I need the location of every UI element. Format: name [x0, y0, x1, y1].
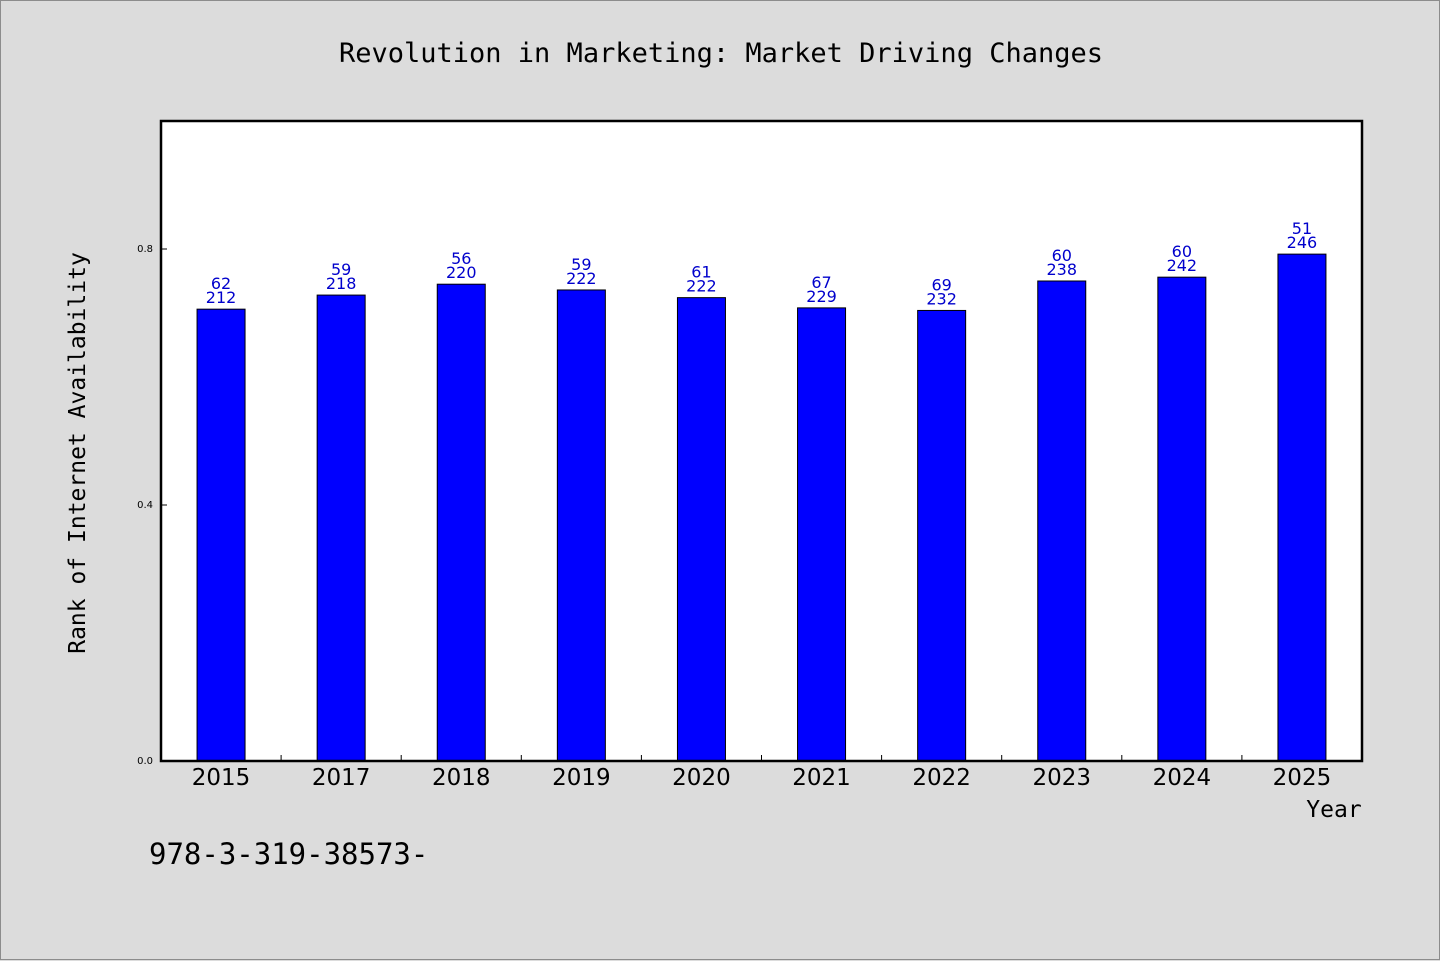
x-tick-label-2022: 2022 [912, 765, 971, 791]
data-label-bottom-2020: 222 [686, 277, 717, 296]
bar-2021 [797, 307, 847, 762]
x-tick-label-2020: 2020 [672, 765, 731, 791]
bar-2020 [676, 297, 726, 762]
chart-title: Revolution in Marketing: Market Driving … [339, 38, 1103, 69]
data-label-bottom-2024: 242 [1167, 256, 1198, 275]
data-label-top-2022: 69 [931, 275, 951, 294]
bar-series [196, 253, 1327, 762]
bar-2015 [196, 308, 246, 762]
x-tick-label-2024: 2024 [1153, 765, 1212, 791]
data-label-top-2019: 59 [571, 255, 591, 274]
bar-2022 [917, 309, 967, 762]
y-tick-label-2: 0.8 [137, 244, 153, 255]
data-label-bottom-2023: 238 [1046, 260, 1077, 279]
bar-2024 [1157, 276, 1207, 762]
data-label-bottom-2018: 220 [446, 263, 477, 282]
data-label-bottom-2015: 212 [206, 288, 237, 307]
data-label-bottom-2019: 222 [566, 269, 597, 288]
y-tick-label-0: 0.0 [137, 756, 153, 767]
bar-2017 [316, 294, 366, 762]
data-label-bottom-2021: 229 [806, 287, 837, 306]
x-axis-title: Year [1306, 797, 1361, 823]
x-axis: 2015 2017 2018 2019 2020 2021 2022 2023 2024 2025 [192, 755, 1331, 791]
data-label-top-2023: 60 [1052, 246, 1072, 265]
data-label-top-2025: 51 [1292, 219, 1312, 238]
bar-2023 [1037, 280, 1087, 762]
y-tick-label-1: 0.4 [137, 500, 153, 511]
y-axis-title: Rank of Internet Availability [65, 252, 91, 654]
x-tick-label-2017: 2017 [312, 765, 371, 791]
x-tick-label-2019: 2019 [552, 765, 611, 791]
bar-2018 [436, 283, 486, 762]
data-label-top-2018: 56 [451, 249, 471, 268]
data-label-bottom-2017: 218 [326, 274, 357, 293]
bar-2025 [1277, 253, 1327, 762]
data-label-top-2017: 59 [331, 260, 351, 279]
data-label-top-2024: 60 [1172, 242, 1192, 261]
x-tick-label-2015: 2015 [192, 765, 251, 791]
isbn-footnote: 978-3-319-38573- [149, 837, 428, 871]
x-tick-label-2018: 2018 [432, 765, 491, 791]
bar-2019 [556, 289, 606, 762]
data-label-top-2021: 67 [811, 273, 831, 292]
data-label-bottom-2022: 232 [926, 289, 957, 308]
data-label-top-2015: 62 [211, 274, 231, 293]
plot-border [159, 119, 1364, 763]
x-tick-label-2025: 2025 [1273, 765, 1332, 791]
x-tick-label-2023: 2023 [1032, 765, 1091, 791]
data-label-bottom-2025: 246 [1287, 233, 1318, 252]
x-tick-label-2021: 2021 [792, 765, 851, 791]
data-label-top-2020: 61 [691, 263, 711, 282]
